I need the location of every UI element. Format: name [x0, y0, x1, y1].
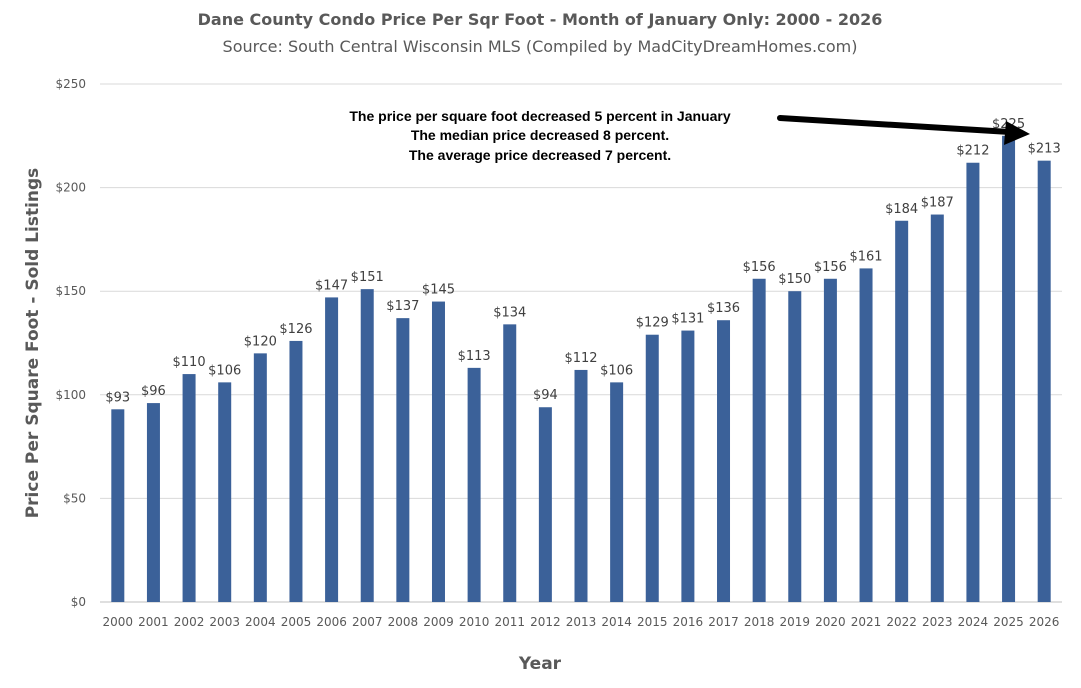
- y-tick-label: $250: [55, 77, 86, 91]
- x-tick-label: 2025: [993, 615, 1024, 629]
- bar-2004: [253, 353, 267, 602]
- y-tick-label: $0: [71, 595, 86, 609]
- data-label: $93: [105, 390, 130, 405]
- x-tick-label: 2004: [245, 615, 276, 629]
- data-label: $156: [743, 260, 776, 275]
- bar-2008: [396, 318, 410, 602]
- bar-2000: [111, 409, 125, 602]
- x-tick-label: 2015: [637, 615, 668, 629]
- data-label: $126: [279, 322, 312, 337]
- bar-2018: [752, 278, 766, 602]
- x-tick-label: 2022: [886, 615, 917, 629]
- y-axis-title: Price Per Square Foot - Sold Listings: [23, 168, 43, 519]
- bar-2016: [681, 330, 695, 602]
- bar-2011: [503, 324, 517, 602]
- bar-2023: [930, 214, 944, 602]
- x-tick-label: 2011: [494, 615, 525, 629]
- y-tick-label: $100: [55, 388, 86, 402]
- bar-2026: [1037, 160, 1051, 602]
- x-tick-label: 2019: [780, 615, 811, 629]
- y-tick-label: $200: [55, 181, 86, 195]
- chart-subtitle: Source: South Central Wisconsin MLS (Com…: [223, 37, 858, 56]
- data-label: $106: [600, 363, 633, 378]
- x-tick-label: 2010: [459, 615, 490, 629]
- data-label: $150: [778, 272, 811, 287]
- x-tick-label: 2026: [1029, 615, 1060, 629]
- data-label: $212: [956, 144, 989, 159]
- x-tick-label: 2002: [174, 615, 205, 629]
- chart-title: Dane County Condo Price Per Sqr Foot - M…: [198, 10, 883, 29]
- x-tick-label: 2024: [958, 615, 989, 629]
- bar-2007: [360, 289, 374, 602]
- data-label: $112: [564, 351, 597, 366]
- bar-2025: [1002, 135, 1016, 603]
- annotation-line-2: The median price decreased 8 percent.: [411, 127, 669, 143]
- data-label: $110: [173, 355, 206, 370]
- x-tick-label: 2014: [601, 615, 632, 629]
- bar-2009: [431, 301, 445, 602]
- x-tick-label: 2016: [673, 615, 704, 629]
- bar-2006: [325, 297, 339, 602]
- annotation-line-1: The price per square foot decreased 5 pe…: [349, 108, 730, 124]
- annotation-arrow-shaft: [777, 115, 1013, 135]
- data-label: $129: [636, 316, 669, 331]
- data-label: $213: [1028, 142, 1061, 157]
- x-tick-label: 2012: [530, 615, 561, 629]
- bar-2002: [182, 374, 196, 602]
- data-label: $131: [671, 312, 704, 327]
- bar-2012: [538, 407, 552, 602]
- data-label: $145: [422, 283, 455, 298]
- y-tick-label: $150: [55, 284, 86, 298]
- data-label: $156: [814, 260, 847, 275]
- x-tick-label: 2008: [388, 615, 419, 629]
- bar-2001: [146, 403, 160, 602]
- x-tick-label: 2006: [316, 615, 347, 629]
- x-tick-label: 2017: [708, 615, 739, 629]
- x-tick-label: 2009: [423, 615, 454, 629]
- data-label: $136: [707, 301, 740, 316]
- data-label: $113: [458, 349, 491, 364]
- bar-2021: [859, 268, 873, 602]
- data-label: $106: [208, 363, 241, 378]
- bar-2003: [218, 382, 232, 602]
- x-tick-label: 2000: [103, 615, 134, 629]
- bar-2014: [610, 382, 624, 602]
- data-label: $137: [386, 299, 419, 314]
- x-tick-label: 2023: [922, 615, 953, 629]
- x-tick-label: 2018: [744, 615, 775, 629]
- data-label: $161: [849, 249, 882, 264]
- bar-2013: [574, 369, 588, 602]
- data-label: $96: [141, 384, 166, 399]
- y-tick-label: $50: [63, 491, 86, 505]
- x-tick-label: 2007: [352, 615, 383, 629]
- x-tick-label: 2013: [566, 615, 597, 629]
- x-tick-label: 2005: [281, 615, 312, 629]
- data-label: $94: [533, 388, 558, 403]
- x-tick-label: 2003: [209, 615, 240, 629]
- bar-2005: [289, 340, 303, 602]
- data-label: $151: [351, 270, 384, 285]
- x-tick-label: 2020: [815, 615, 846, 629]
- x-tick-label: 2021: [851, 615, 882, 629]
- data-label: $187: [921, 196, 954, 211]
- bar-2024: [966, 162, 980, 602]
- bar-2020: [823, 278, 837, 602]
- x-axis-title: Year: [518, 654, 562, 674]
- data-label: $184: [885, 202, 918, 217]
- bar-2017: [717, 320, 731, 602]
- data-label: $134: [493, 305, 526, 320]
- data-label: $147: [315, 278, 348, 293]
- annotation-arrow-head: [1004, 121, 1030, 145]
- annotation-line-3: The average price decreased 7 percent.: [409, 147, 671, 163]
- bar-2022: [895, 220, 909, 602]
- bar-2010: [467, 367, 481, 602]
- data-label: $120: [244, 334, 277, 349]
- bar-2015: [645, 334, 659, 602]
- x-tick-label: 2001: [138, 615, 169, 629]
- bar-2019: [788, 291, 802, 602]
